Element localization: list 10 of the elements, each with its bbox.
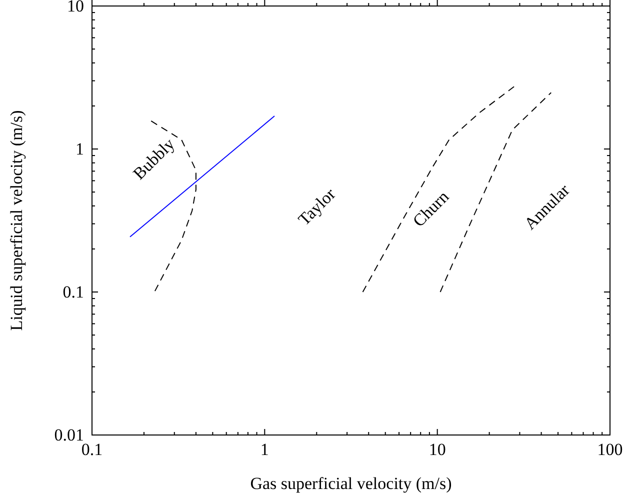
y-axis-title: Liquid superficial velocity (m/s) (7, 110, 26, 331)
y-tick-label: 1 (76, 139, 84, 158)
y-tick-label: 0.01 (54, 425, 84, 444)
x-axis-title: Gas superficial velocity (m/s) (250, 474, 452, 493)
x-tick-label: 0.1 (81, 440, 103, 460)
y-tick-label: 0.1 (62, 282, 84, 302)
x-tick-label: 1 (260, 440, 269, 460)
x-tick-label: 100 (597, 440, 623, 460)
y-tick-label: 10 (67, 0, 84, 16)
x-tick-label: 10 (428, 440, 446, 460)
